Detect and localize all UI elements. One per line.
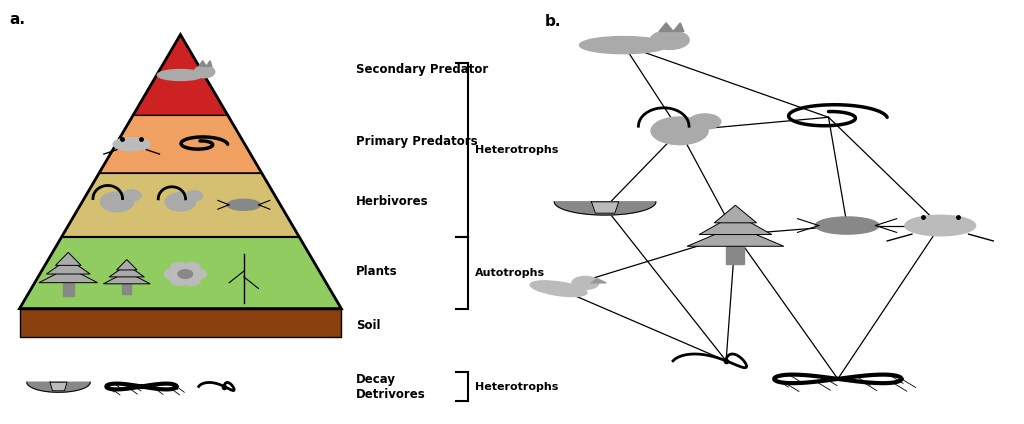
Polygon shape [199, 61, 207, 66]
Ellipse shape [580, 36, 668, 54]
Circle shape [651, 117, 708, 145]
Circle shape [185, 191, 203, 201]
Polygon shape [39, 268, 97, 283]
Polygon shape [699, 214, 772, 234]
Text: Decay
Detrivores: Decay Detrivores [356, 373, 426, 401]
Text: Heterotrophs: Heterotrophs [475, 382, 559, 391]
Polygon shape [55, 252, 81, 265]
Polygon shape [103, 272, 151, 284]
Circle shape [178, 270, 193, 278]
Polygon shape [27, 382, 90, 392]
Circle shape [182, 275, 200, 285]
Circle shape [188, 269, 206, 279]
Text: a.: a. [10, 11, 26, 27]
Ellipse shape [113, 138, 151, 151]
Circle shape [170, 262, 188, 273]
Polygon shape [687, 226, 783, 246]
Polygon shape [50, 382, 67, 391]
Text: Heterotrophs: Heterotrophs [475, 145, 559, 155]
Circle shape [182, 262, 200, 273]
Polygon shape [99, 115, 262, 173]
Bar [19, 309, 341, 338]
Circle shape [689, 114, 721, 129]
Circle shape [164, 269, 182, 279]
Polygon shape [110, 265, 144, 277]
Text: Soil: Soil [356, 319, 381, 332]
Polygon shape [673, 23, 684, 31]
Polygon shape [591, 279, 606, 283]
Text: b.: b. [545, 14, 561, 28]
Circle shape [100, 192, 134, 212]
Polygon shape [659, 23, 673, 31]
Ellipse shape [158, 70, 204, 81]
Ellipse shape [530, 281, 587, 296]
Circle shape [123, 190, 141, 201]
Circle shape [165, 193, 196, 211]
Polygon shape [46, 259, 90, 274]
Ellipse shape [905, 215, 976, 236]
Polygon shape [592, 202, 618, 213]
Polygon shape [123, 284, 131, 294]
Polygon shape [207, 61, 212, 66]
Ellipse shape [815, 217, 879, 234]
Text: Secondary Predator: Secondary Predator [356, 63, 488, 76]
Polygon shape [715, 205, 757, 223]
Polygon shape [19, 237, 341, 309]
Text: Primary Predators: Primary Predators [356, 135, 477, 148]
Ellipse shape [227, 199, 260, 210]
Text: Herbivores: Herbivores [356, 195, 429, 209]
Polygon shape [62, 283, 74, 296]
Circle shape [170, 275, 188, 285]
Circle shape [572, 276, 599, 290]
Polygon shape [726, 246, 744, 264]
Polygon shape [133, 35, 228, 115]
Circle shape [195, 66, 215, 78]
Polygon shape [554, 202, 656, 215]
Text: Plants: Plants [356, 265, 397, 278]
Polygon shape [117, 259, 137, 270]
Text: Autotrophs: Autotrophs [475, 268, 546, 278]
Circle shape [650, 31, 689, 49]
Polygon shape [61, 173, 299, 237]
